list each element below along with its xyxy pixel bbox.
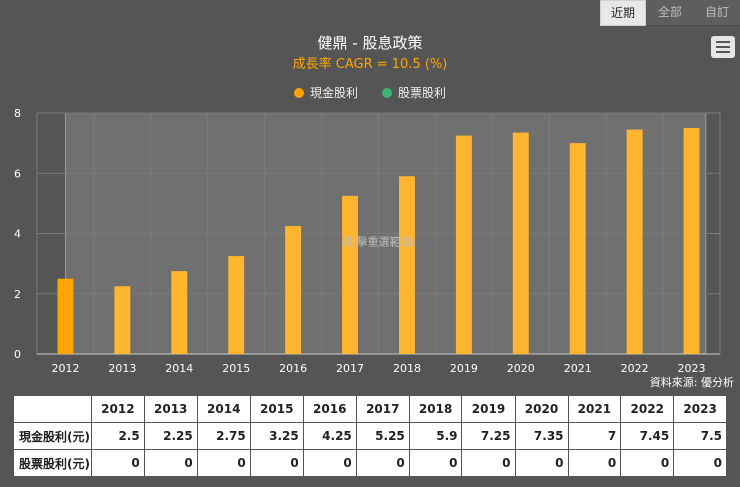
table-cell: 0 — [249, 449, 304, 477]
zoom-hint-text: (點擊重選範圍) — [341, 235, 416, 249]
legend-item-stock[interactable]: 股票股利 — [382, 84, 446, 101]
table-corner-cell — [13, 395, 92, 423]
table-cell: 0 — [143, 449, 198, 477]
x-tick-label: 2012 — [51, 362, 79, 375]
tab-custom[interactable]: 自訂 — [694, 0, 740, 26]
hamburger-menu-icon[interactable] — [711, 36, 735, 58]
bar-cash-2013[interactable] — [114, 286, 131, 354]
bar-cash-2012[interactable] — [57, 278, 74, 354]
bar-cash-2016[interactable] — [285, 225, 302, 354]
table-cell: 0 — [567, 449, 622, 477]
table-header-row: 2012 2013 2014 2015 2016 2017 2018 2019 2020 2021… — [13, 395, 727, 423]
legend-dot-stock — [382, 87, 392, 98]
table-cell: 0 — [355, 449, 410, 477]
bar-cash-2021[interactable] — [569, 143, 586, 354]
y-tick-label: 0 — [14, 348, 21, 361]
table-cell: 0 — [91, 449, 145, 477]
table-cell: 7.5 — [673, 422, 727, 450]
table-header-year: 2012 — [91, 395, 145, 423]
legend-dot-cash — [293, 87, 304, 98]
table-cell: 0 — [673, 449, 727, 477]
table-cell: 0 — [514, 449, 569, 477]
bar-cash-2023[interactable] — [683, 128, 700, 354]
table-header-year: 2018 — [408, 395, 463, 423]
table-cell: 4.25 — [302, 422, 357, 450]
chart-legend: 現金股利 股票股利 — [0, 84, 740, 101]
x-tick-label: 2018 — [393, 362, 421, 375]
x-tick-label: 2021 — [564, 362, 592, 375]
table-cell: 5.25 — [355, 422, 410, 450]
table-cell: 7 — [567, 422, 622, 450]
table-header-year: 2014 — [196, 395, 251, 423]
table-header-year: 2017 — [355, 395, 410, 423]
table-cell: 0 — [196, 449, 251, 477]
dividend-table: 2012 2013 2014 2015 2016 2017 2018 2019 2020 2021… — [13, 395, 727, 477]
table-cell: 0 — [620, 449, 675, 477]
table-cell: 3.25 — [249, 422, 304, 450]
table-header-year: 2015 — [249, 395, 304, 423]
table-cell: 2.75 — [196, 422, 251, 450]
y-tick-label: 8 — [14, 107, 21, 120]
x-tick-label: 2022 — [621, 362, 649, 375]
bar-cash-2017[interactable] — [342, 195, 359, 354]
table-header-year: 2016 — [302, 395, 357, 423]
bar-cash-2014[interactable] — [171, 271, 188, 354]
range-tabs: 近期 全部 自訂 — [600, 0, 740, 26]
x-tick-label: 2023 — [678, 362, 706, 375]
y-tick-label: 2 — [14, 288, 21, 301]
table-header-year: 2021 — [567, 395, 622, 423]
x-tick-label: 2013 — [108, 362, 136, 375]
bar-cash-2015[interactable] — [228, 256, 245, 354]
table-header-year: 2022 — [620, 395, 675, 423]
bar-cash-2019[interactable] — [455, 135, 472, 354]
table-header-year: 2023 — [673, 395, 727, 423]
chart-title: 健鼎 - 股息政策 — [317, 34, 423, 52]
table-cell: 0 — [461, 449, 516, 477]
table-cell: 0 — [408, 449, 463, 477]
x-tick-label: 2017 — [336, 362, 364, 375]
table-row-label: 現金股利(元) — [13, 422, 92, 450]
table-cell: 2.5 — [91, 422, 145, 450]
y-tick-label: 4 — [14, 228, 21, 241]
table-cell: 5.9 — [408, 422, 463, 450]
bar-cash-2018[interactable] — [398, 176, 415, 354]
data-source: 資料來源: 優分析 — [649, 376, 734, 389]
table-row-label: 股票股利(元) — [13, 449, 92, 477]
table-header-year: 2013 — [143, 395, 198, 423]
tab-recent[interactable]: 近期 — [600, 0, 646, 26]
table-cell: 0 — [302, 449, 357, 477]
table-row: 現金股利(元) 2.5 2.25 2.75 3.25 4.25 5.25 5.9 7.25 7.3… — [13, 422, 727, 450]
x-tick-label: 2016 — [279, 362, 307, 375]
legend-item-cash[interactable]: 現金股利 — [293, 84, 358, 101]
chart-subtitle: 成長率 CAGR = 10.5 (%) — [292, 57, 448, 72]
table-cell: 2.25 — [143, 422, 198, 450]
table-header-year: 2020 — [514, 395, 569, 423]
bar-cash-2020[interactable] — [512, 132, 529, 354]
x-tick-label: 2020 — [507, 362, 535, 375]
legend-label-cash: 現金股利 — [309, 86, 358, 100]
table-header-year: 2019 — [461, 395, 516, 423]
dividend-bar-chart[interactable]: 0 2 4 6 8 2012 2013 2014 2015 2016 2017 2018 2019 202… — [0, 100, 740, 380]
legend-label-stock: 股票股利 — [398, 86, 447, 100]
tab-all[interactable]: 全部 — [646, 0, 694, 26]
table-cell: 7.35 — [514, 422, 569, 450]
x-tick-label: 2015 — [222, 362, 250, 375]
x-tick-label: 2019 — [450, 362, 478, 375]
bar-cash-2022[interactable] — [626, 129, 643, 354]
y-tick-label: 6 — [14, 167, 21, 180]
table-cell: 7.25 — [461, 422, 516, 450]
x-tick-label: 2014 — [165, 362, 193, 375]
table-row: 股票股利(元) 0 0 0 0 0 0 0 0 0 0 0 0 — [13, 449, 727, 477]
table-cell: 7.45 — [620, 422, 675, 450]
